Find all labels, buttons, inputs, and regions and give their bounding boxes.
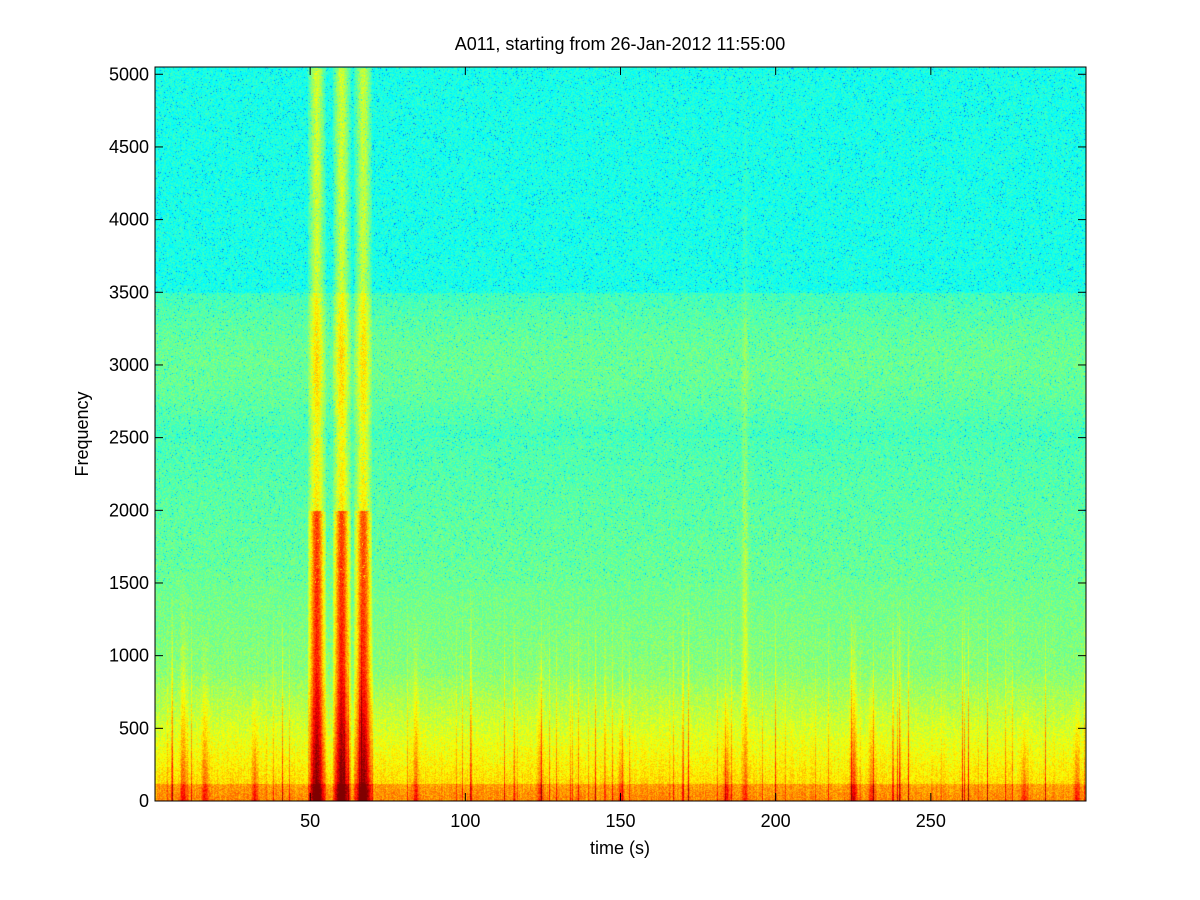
x-tick-label: 150 [605,811,635,831]
y-tick-label: 4000 [109,210,149,230]
y-tick-label: 500 [119,718,149,738]
plot-area [155,67,1086,801]
y-axis: 0 500 1000 1500 2000 2500 3000 3500 4000 4500 5000 [109,64,1086,811]
x-tick-label: 200 [761,811,791,831]
x-tick-label: 100 [450,811,480,831]
x-axis: 50 100 150 200 250 [300,67,946,831]
y-tick-label: 0 [139,791,149,811]
x-tick-label: 50 [300,811,320,831]
y-tick-label: 3500 [109,282,149,302]
chart-title: A011, starting from 26-Jan-2012 11:55:00 [455,34,786,54]
y-tick-label: 3000 [109,355,149,375]
y-tick-label: 4500 [109,137,149,157]
y-tick-label: 1500 [109,573,149,593]
y-tick-label: 2000 [109,500,149,520]
y-axis-label: Frequency [72,391,92,476]
y-tick-label: 2500 [109,428,149,448]
x-axis-label: time (s) [590,838,650,858]
y-tick-label: 1000 [109,646,149,666]
spectrogram-image [155,67,1086,801]
x-tick-label: 250 [916,811,946,831]
y-tick-label: 5000 [109,64,149,84]
